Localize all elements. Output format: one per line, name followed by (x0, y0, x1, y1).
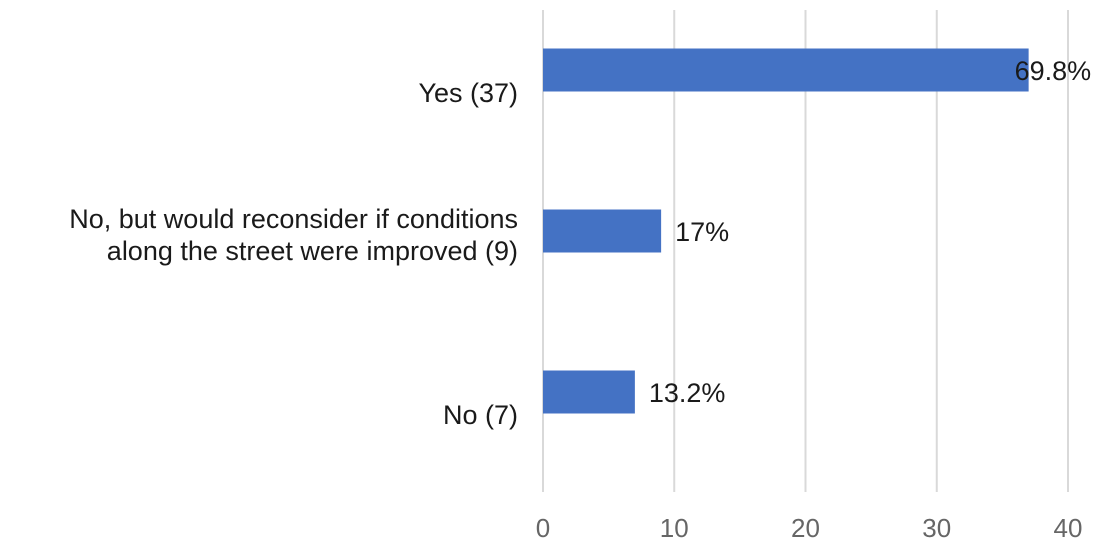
bar (543, 209, 662, 253)
x-tick-label: 0 (536, 513, 550, 538)
data-label: 17% (675, 217, 729, 247)
category-labels: Yes (37) No, but would reconsider if cond… (69, 78, 518, 430)
x-axis-ticks: 0 10 20 30 40 (536, 513, 1083, 538)
category-label: No (7) (443, 400, 518, 430)
x-tick-label: 10 (660, 513, 689, 538)
data-labels: 69.8% 17% 13.2% (649, 56, 1091, 408)
bars (543, 48, 1029, 414)
x-tick-label: 30 (922, 513, 951, 538)
category-label: along the street were improved (9) (107, 236, 518, 266)
category-label: Yes (37) (418, 78, 518, 108)
bar (543, 370, 635, 414)
data-label: 69.8% (1015, 56, 1092, 86)
bar (543, 48, 1029, 92)
category-label: No, but would reconsider if conditions (69, 204, 518, 234)
data-label: 13.2% (649, 378, 726, 408)
x-tick-label: 20 (791, 513, 820, 538)
x-tick-label: 40 (1054, 513, 1083, 538)
